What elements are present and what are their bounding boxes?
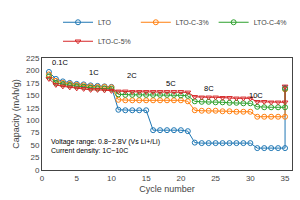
- svg-text:Voltage range: 0.8~2.8V (Vs Li: Voltage range: 0.8~2.8V (Vs Li+/Li)Curre…: [51, 138, 160, 155]
- svg-text:175: 175: [26, 79, 40, 88]
- svg-text:25: 25: [30, 153, 39, 162]
- svg-text:225: 225: [26, 54, 40, 63]
- svg-text:0: 0: [35, 166, 40, 175]
- svg-text:50: 50: [30, 141, 39, 150]
- svg-text:10C: 10C: [249, 91, 263, 100]
- svg-text:2C: 2C: [127, 71, 137, 80]
- svg-text:0: 0: [40, 174, 45, 183]
- svg-text:125: 125: [26, 104, 40, 113]
- svg-text:20: 20: [176, 174, 185, 183]
- svg-text:5: 5: [74, 174, 79, 183]
- svg-text:25: 25: [211, 174, 220, 183]
- svg-text:10: 10: [107, 174, 116, 183]
- svg-text:Cycle number: Cycle number: [139, 184, 195, 194]
- svg-text:150: 150: [26, 91, 40, 100]
- svg-text:15: 15: [142, 174, 151, 183]
- svg-text:LTO-C-4%: LTO-C-4%: [254, 19, 287, 26]
- svg-text:0.1C: 0.1C: [52, 58, 68, 67]
- svg-text:35: 35: [281, 174, 290, 183]
- svg-text:100: 100: [26, 116, 40, 125]
- svg-text:LTO-C-3%: LTO-C-3%: [176, 19, 209, 26]
- svg-text:200: 200: [26, 66, 40, 75]
- svg-text:30: 30: [246, 174, 255, 183]
- svg-text:8C: 8C: [204, 84, 214, 93]
- svg-text:LTO-C-5%: LTO-C-5%: [98, 38, 131, 45]
- svg-text:75: 75: [30, 128, 39, 137]
- svg-text:1C: 1C: [89, 68, 99, 77]
- svg-text:5C: 5C: [166, 79, 176, 88]
- svg-text:Capacity (mAh/g): Capacity (mAh/g): [11, 79, 21, 149]
- svg-text:LTO: LTO: [98, 19, 112, 26]
